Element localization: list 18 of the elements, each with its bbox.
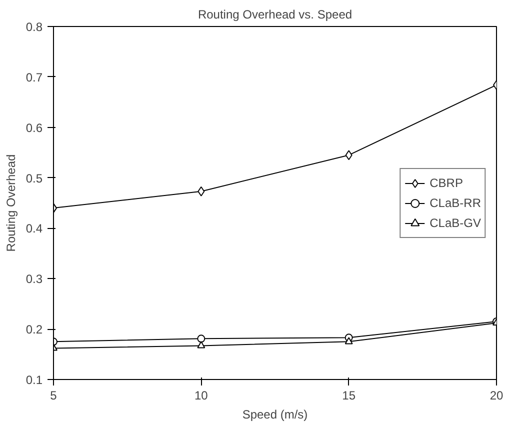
y-tick-label: 0.1 xyxy=(26,373,43,387)
chart-title: Routing Overhead vs. Speed xyxy=(198,8,352,22)
y-tick-label: 0.7 xyxy=(26,70,43,84)
y-tick-label: 0.4 xyxy=(26,222,43,236)
legend-label: CBRP xyxy=(430,176,463,190)
y-tick-label: 0.5 xyxy=(26,171,43,186)
x-tick-label: 10 xyxy=(194,388,208,402)
y-tick-label: 0.6 xyxy=(26,120,43,135)
legend-label: CLaB-GV xyxy=(430,216,481,230)
y-axis-title: Routing Overhead xyxy=(4,154,18,252)
x-tick-label: 15 xyxy=(342,388,356,402)
y-tick-label: 0.8 xyxy=(26,20,43,34)
y-tick-label: 0.3 xyxy=(26,272,43,286)
legend-label: CLaB-RR xyxy=(430,196,481,210)
x-tick-label: 5 xyxy=(50,388,58,402)
x-axis-title: Speed (m/s) xyxy=(242,408,308,422)
x-tick-label: 20 xyxy=(490,388,504,402)
y-tick-label: 0.2 xyxy=(26,322,43,337)
